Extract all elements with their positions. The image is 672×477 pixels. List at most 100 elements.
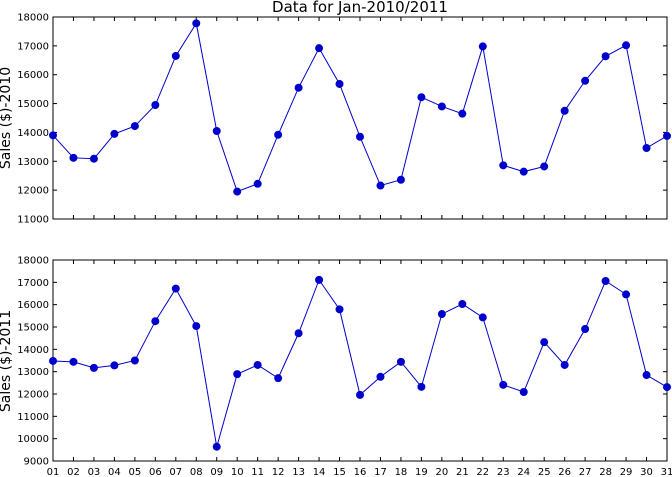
data-point — [130, 356, 139, 365]
data-point — [540, 338, 549, 347]
x-tick-label: 04 — [108, 467, 121, 477]
x-tick-label: 27 — [579, 467, 592, 477]
data-point — [315, 44, 324, 53]
data-point — [499, 161, 508, 170]
y-tick-label: 16000 — [17, 70, 49, 81]
data-point — [642, 371, 651, 380]
x-tick-label: 23 — [497, 467, 510, 477]
data-point — [192, 19, 201, 28]
x-tick-label: 24 — [517, 467, 530, 477]
y-axis-label-2010: Sales ($)-2010 — [0, 67, 14, 169]
x-tick-label: 07 — [169, 467, 182, 477]
y-tick-label: 13000 — [17, 157, 49, 168]
x-tick-label: 26 — [558, 467, 571, 477]
x-tick-label: 28 — [599, 467, 612, 477]
y-tick-label: 15000 — [17, 323, 49, 334]
series-line — [52, 22, 668, 193]
series-line — [52, 278, 668, 447]
y-tick-label: 10000 — [17, 434, 49, 445]
data-point — [396, 357, 405, 366]
x-tick-label: 25 — [538, 467, 551, 477]
x-tick-label: 09 — [210, 467, 223, 477]
data-point — [478, 313, 487, 322]
data-point — [560, 106, 569, 115]
x-tick-label: 17 — [374, 467, 387, 477]
data-point — [356, 132, 364, 141]
data-point — [335, 79, 344, 88]
plot-2011: 9000 10000 11000 12000 13000 14000 15000 16000 1… — [17, 256, 672, 477]
x-tick-label: 29 — [620, 467, 633, 477]
y-tick-label: 12000 — [17, 390, 49, 401]
data-point — [49, 356, 57, 365]
x-tick-label: 08 — [190, 467, 203, 477]
data-point — [274, 130, 283, 139]
x-tick-label: 31 — [661, 467, 672, 477]
x-tick-label: 05 — [128, 467, 141, 477]
data-point — [233, 370, 242, 379]
plot-2010: 11000 12000 13000 14000 15000 16000 17000 18000 — [17, 13, 671, 226]
x-tick-label: 14 — [313, 467, 326, 477]
data-point — [622, 41, 631, 50]
data-point — [294, 83, 303, 92]
x-tick-label: 18 — [395, 467, 408, 477]
x-tick-label: 20 — [435, 467, 448, 477]
data-point — [335, 305, 344, 314]
data-point — [294, 329, 303, 338]
data-point — [151, 317, 160, 326]
data-point — [89, 154, 98, 163]
y-tick-label: 11000 — [17, 215, 49, 226]
data-point — [110, 361, 119, 370]
data-point — [437, 102, 446, 111]
data-point — [274, 374, 283, 383]
data-point — [581, 76, 590, 85]
x-tick-label: 06 — [149, 467, 162, 477]
data-point — [212, 442, 221, 451]
data-point — [499, 380, 508, 389]
x-tick-label: 12 — [272, 467, 285, 477]
data-point — [581, 325, 590, 334]
data-point — [151, 101, 160, 110]
data-point — [458, 299, 467, 308]
data-point — [171, 51, 180, 60]
data-point — [622, 290, 631, 299]
data-point — [458, 109, 467, 118]
data-point — [519, 387, 528, 396]
x-tick-label: 19 — [415, 467, 428, 477]
data-point — [376, 181, 385, 190]
x-tick-label: 02 — [67, 467, 80, 477]
data-point — [560, 360, 569, 369]
x-tick-label: 21 — [456, 467, 469, 477]
data-point — [376, 372, 385, 381]
data-point — [601, 276, 610, 285]
data-point — [171, 284, 180, 293]
data-point — [233, 187, 242, 196]
x-tick-label: 15 — [333, 467, 346, 477]
data-point — [642, 144, 651, 153]
x-tick-label: 10 — [231, 467, 244, 477]
plot-frame — [52, 16, 668, 220]
data-point — [49, 131, 57, 140]
y-tick-label: 17000 — [17, 41, 49, 52]
data-point — [540, 162, 549, 171]
data-point — [601, 52, 610, 61]
x-tick-label: 03 — [88, 467, 101, 477]
data-point — [663, 131, 671, 140]
data-point — [89, 363, 98, 372]
data-point — [396, 175, 405, 184]
y-tick-label: 14000 — [17, 128, 49, 139]
y-tick-label: 14000 — [17, 345, 49, 356]
y-axis-label-2011: Sales ($)-2011 — [0, 310, 14, 412]
data-point — [253, 360, 262, 369]
data-point — [130, 122, 139, 131]
data-point — [69, 153, 78, 162]
y-tick-label: 9000 — [24, 457, 49, 468]
data-point — [356, 390, 364, 399]
y-tick-label: 13000 — [17, 367, 49, 378]
y-tick-label: 11000 — [17, 412, 49, 423]
x-tick-label: 30 — [640, 467, 653, 477]
data-point — [212, 126, 221, 135]
y-tick-label: 12000 — [17, 186, 49, 197]
data-point — [192, 322, 201, 331]
data-point — [478, 42, 487, 51]
